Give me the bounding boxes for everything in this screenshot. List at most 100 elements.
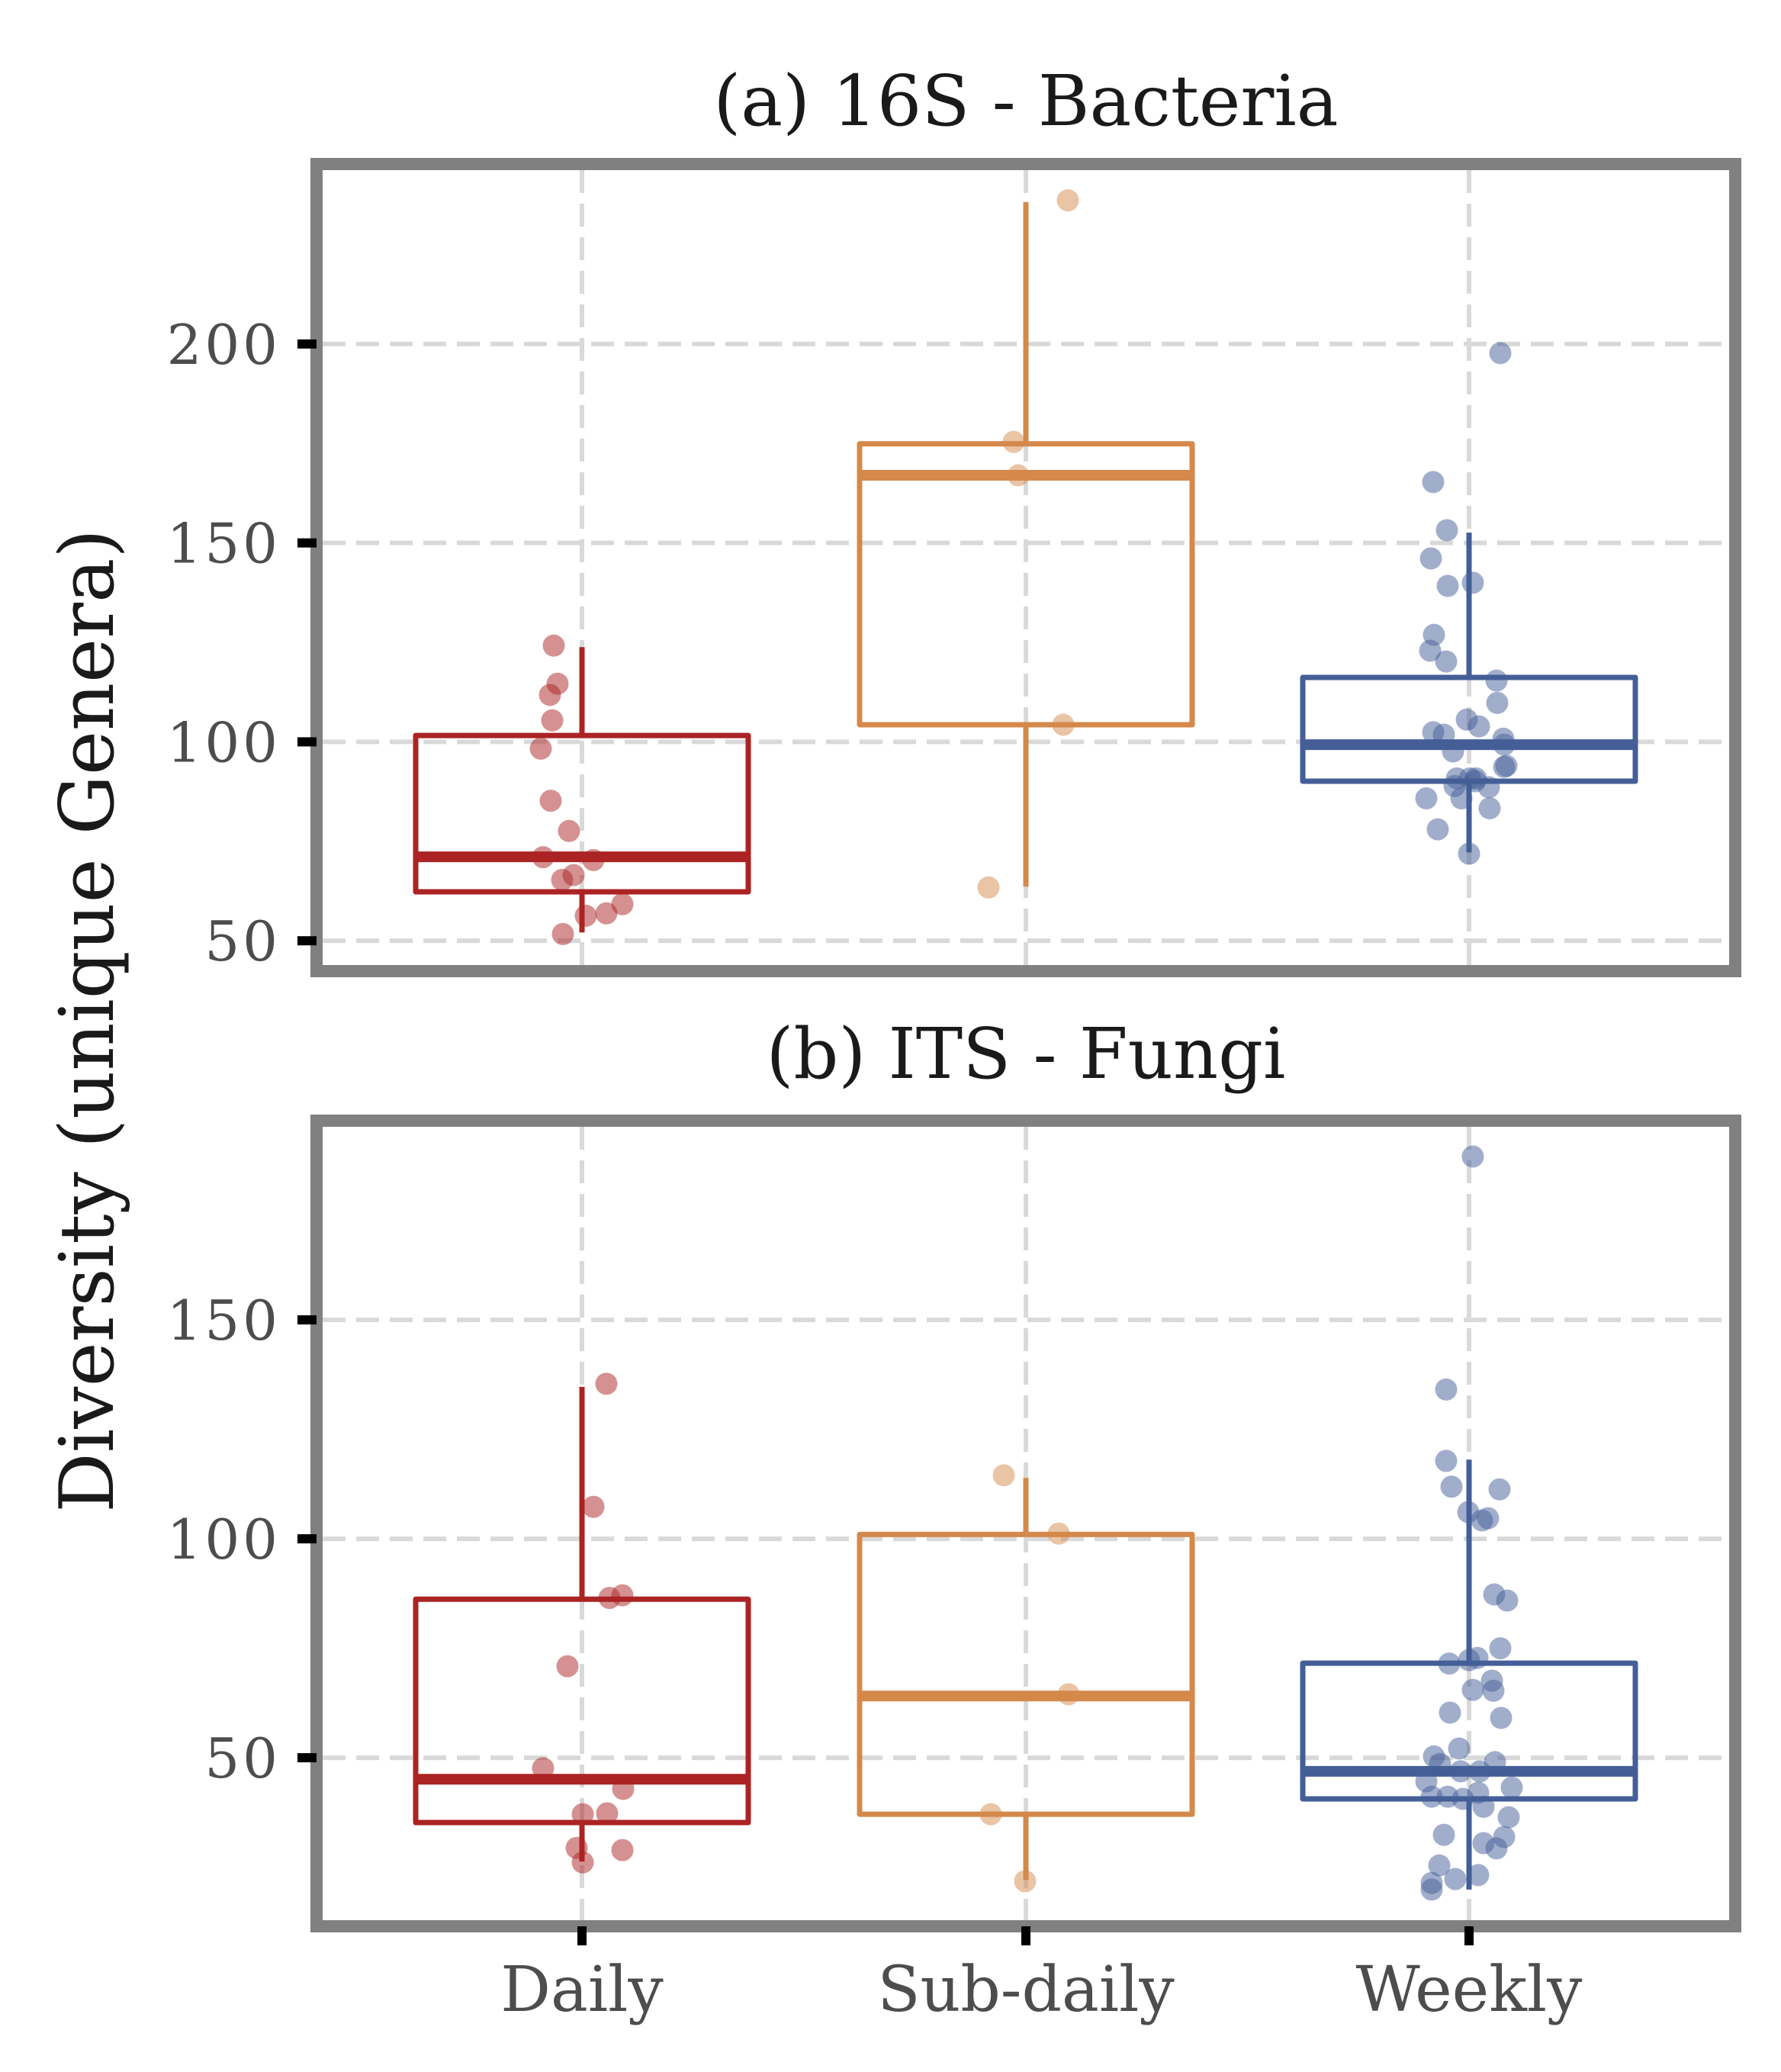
data-point	[1007, 464, 1030, 487]
data-point	[979, 1803, 1002, 1826]
data-point	[1429, 1752, 1451, 1775]
data-point	[582, 1495, 605, 1518]
data-point	[1435, 1378, 1458, 1401]
data-point	[1488, 1478, 1511, 1501]
panel-border	[310, 158, 1741, 977]
panel-title: (b) ITS - Fungi	[767, 1013, 1286, 1095]
x-tick-mark	[577, 1926, 587, 1945]
y-tick-mark	[297, 1753, 317, 1763]
data-point	[596, 1802, 619, 1825]
y-tick-mark	[297, 1315, 317, 1325]
x-tick-label: Sub-daily	[877, 1954, 1175, 2026]
data-point	[1448, 1737, 1471, 1760]
y-axis-label: Diversity (unique Genera)	[44, 529, 131, 1512]
data-point	[1490, 1707, 1513, 1729]
y-tick-mark	[297, 538, 317, 548]
data-point	[1478, 797, 1501, 820]
panel-16s-bacteria: (a) 16S - Bacteria 50 100 150 200	[167, 60, 1741, 977]
data-point	[542, 634, 565, 657]
y-tick-mark	[297, 339, 317, 349]
data-point	[541, 709, 564, 732]
data-point	[1442, 740, 1464, 763]
data-point	[1422, 471, 1445, 494]
data-point	[1461, 1145, 1484, 1168]
data-point	[992, 1464, 1015, 1487]
data-point	[1419, 547, 1442, 570]
data-point	[1466, 1646, 1489, 1669]
data-point	[595, 902, 618, 925]
y-tick-label: 150	[167, 512, 281, 576]
panel-its-fungi: (b) ITS - Fungi 50 100 150 Daily Sub-daily W…	[167, 1013, 1741, 2026]
data-point	[1489, 1637, 1512, 1660]
data-point	[1419, 639, 1442, 662]
data-point	[556, 1655, 579, 1678]
data-point	[532, 1757, 555, 1780]
panel-title: (a) 16S - Bacteria	[713, 60, 1338, 142]
data-point	[1468, 715, 1490, 738]
box-weekly	[1300, 1145, 1638, 1901]
y-tick-label: 150	[167, 1289, 281, 1353]
y-tick-mark	[297, 1534, 317, 1544]
data-point	[1492, 727, 1515, 750]
x-axis: Daily Sub-daily Weekly	[500, 1926, 1583, 2026]
data-point	[1489, 342, 1512, 365]
y-tick-label: 200	[167, 313, 281, 377]
boxplot-marks	[413, 189, 1638, 945]
data-point	[1493, 1826, 1516, 1848]
data-point	[1436, 574, 1459, 597]
data-point	[1485, 669, 1508, 692]
data-point	[571, 1803, 594, 1826]
data-point	[551, 922, 574, 945]
data-point	[1428, 1854, 1451, 1877]
data-point	[1420, 1785, 1443, 1808]
data-point	[1002, 430, 1025, 453]
data-point	[532, 846, 555, 869]
data-point	[539, 790, 562, 812]
data-point	[611, 1584, 634, 1607]
data-point	[1057, 1683, 1080, 1706]
data-point	[1440, 1475, 1463, 1498]
data-point	[1486, 691, 1509, 714]
data-point	[538, 684, 561, 706]
box-daily	[413, 634, 751, 945]
data-point	[1497, 1806, 1520, 1829]
box-sub-daily	[857, 189, 1195, 899]
data-point	[1472, 1795, 1495, 1818]
data-point	[1477, 776, 1500, 799]
data-point	[571, 1851, 594, 1874]
box-weekly	[1300, 342, 1638, 865]
data-point	[1415, 787, 1438, 809]
boxplot-marks	[413, 1145, 1638, 1901]
data-point	[1482, 1679, 1505, 1702]
data-point	[1438, 1652, 1461, 1675]
data-point	[612, 1778, 635, 1800]
data-point	[1435, 650, 1458, 673]
data-point	[1056, 189, 1079, 212]
data-point	[1432, 1823, 1455, 1846]
data-point	[1444, 1868, 1467, 1890]
data-point	[1458, 842, 1480, 865]
box-daily	[413, 1372, 751, 1874]
data-point	[1467, 1864, 1490, 1887]
data-point	[595, 1372, 618, 1395]
data-point	[1052, 713, 1075, 736]
data-point	[1014, 1870, 1037, 1893]
data-point	[574, 904, 597, 927]
box-iqr	[413, 732, 751, 895]
data-point	[611, 893, 634, 915]
data-point	[529, 737, 552, 760]
data-point	[977, 876, 1000, 899]
y-tick-mark	[297, 936, 317, 946]
data-point	[1500, 1776, 1523, 1799]
data-point	[1450, 787, 1473, 809]
y-tick-label: 100	[167, 1507, 281, 1572]
data-point	[1439, 1701, 1461, 1724]
data-point	[1435, 519, 1458, 542]
data-point	[1477, 1507, 1500, 1530]
y-tick-mark	[297, 737, 317, 747]
data-point	[1449, 1760, 1472, 1783]
box-sub-daily	[857, 1464, 1195, 1893]
data-point	[1047, 1522, 1070, 1545]
x-tick-mark	[1021, 1926, 1030, 1945]
data-point	[611, 1839, 634, 1861]
